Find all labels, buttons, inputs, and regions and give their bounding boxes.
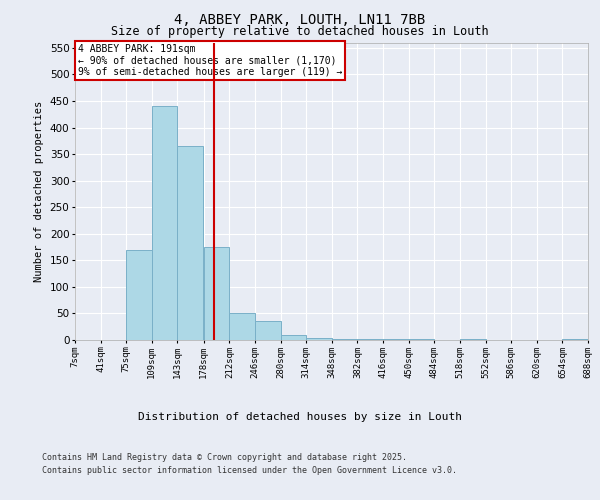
Text: Contains HM Land Registry data © Crown copyright and database right 2025.: Contains HM Land Registry data © Crown c… <box>42 452 407 462</box>
Text: Size of property relative to detached houses in Louth: Size of property relative to detached ho… <box>111 25 489 38</box>
Text: 4 ABBEY PARK: 191sqm
← 90% of detached houses are smaller (1,170)
9% of semi-det: 4 ABBEY PARK: 191sqm ← 90% of detached h… <box>77 44 342 77</box>
Text: 4, ABBEY PARK, LOUTH, LN11 7BB: 4, ABBEY PARK, LOUTH, LN11 7BB <box>175 12 425 26</box>
Bar <box>152 106 178 340</box>
Bar <box>332 339 358 340</box>
Text: Contains public sector information licensed under the Open Government Licence v3: Contains public sector information licen… <box>42 466 457 475</box>
Text: Distribution of detached houses by size in Louth: Distribution of detached houses by size … <box>138 412 462 422</box>
Bar <box>204 247 229 340</box>
Bar <box>255 322 281 340</box>
Bar <box>229 314 255 340</box>
Bar <box>306 338 332 340</box>
Bar <box>178 146 203 340</box>
Y-axis label: Number of detached properties: Number of detached properties <box>34 100 44 282</box>
Bar <box>126 250 152 340</box>
Bar <box>281 334 306 340</box>
